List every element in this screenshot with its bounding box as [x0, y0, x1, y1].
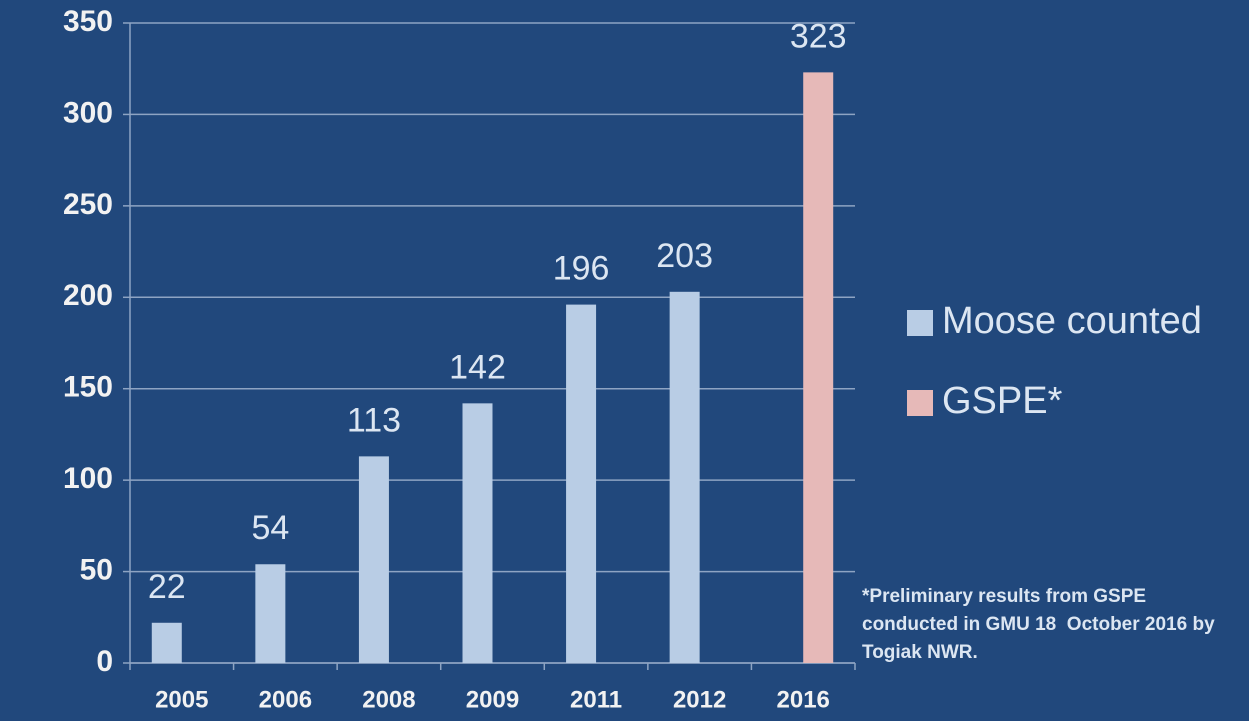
bar: [566, 304, 597, 663]
value-label: 22: [148, 568, 186, 606]
bar: [358, 456, 389, 663]
y-tick-label: 150: [63, 371, 113, 404]
legend-label: GSPE*: [942, 380, 1063, 422]
value-label: 323: [790, 17, 847, 55]
y-tick-label: 100: [63, 462, 113, 495]
x-tick-label: 2005: [155, 686, 208, 713]
bar: [803, 72, 834, 663]
y-tick-label: 300: [63, 96, 113, 129]
legend-swatch: [907, 390, 933, 416]
legend-swatch: [907, 310, 933, 336]
bar: [151, 622, 182, 663]
bar: [669, 291, 700, 663]
value-label: 113: [347, 401, 401, 439]
x-tick-label: 2011: [570, 686, 622, 713]
y-tick-label: 50: [80, 553, 113, 586]
x-tick-label: 2008: [362, 686, 415, 713]
note: *Preliminary results from GSPE conducted…: [862, 586, 1220, 663]
value-label: 54: [251, 509, 289, 547]
value-label: 203: [656, 237, 713, 275]
x-tick-label: 2009: [466, 686, 519, 713]
value-label: 196: [553, 250, 610, 288]
y-tick-label: 200: [63, 279, 113, 312]
y-tick-label: 250: [63, 188, 113, 221]
legend-label: Moose counted: [942, 300, 1202, 342]
x-tick-label: 2016: [777, 686, 830, 713]
x-tick-label: 2006: [259, 686, 312, 713]
value-label: 142: [449, 348, 506, 386]
y-tick-label: 350: [63, 5, 113, 38]
bar: [462, 403, 493, 663]
y-tick-label: 0: [96, 645, 113, 678]
bar: [255, 564, 286, 663]
x-tick-label: 2012: [673, 686, 726, 713]
